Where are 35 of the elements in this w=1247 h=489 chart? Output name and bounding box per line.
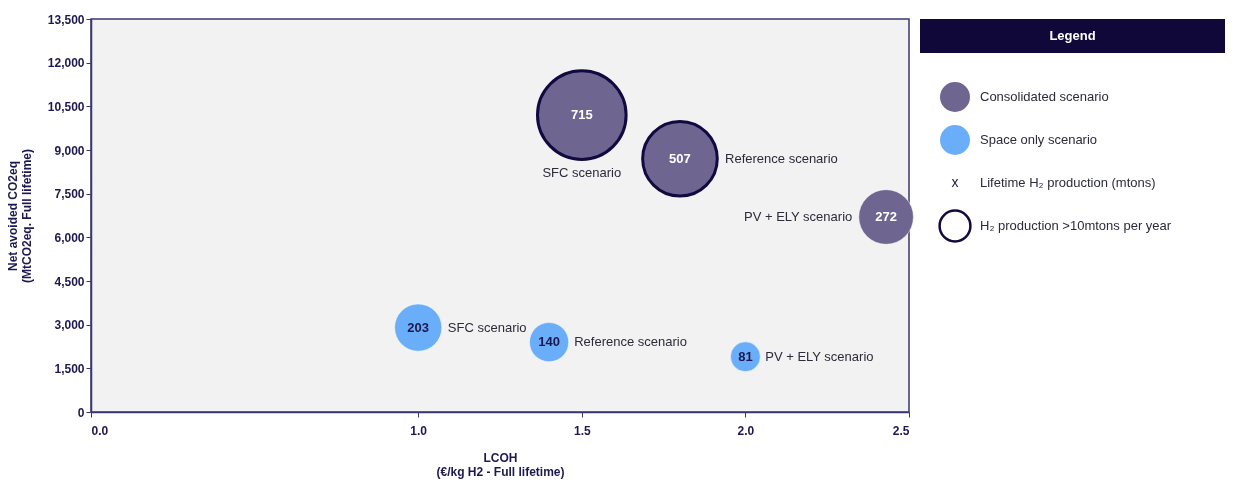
annotation: Reference scenario bbox=[574, 334, 687, 350]
y-tick-label: 12,000 bbox=[47, 56, 85, 71]
y-tick-label: 10,500 bbox=[47, 99, 85, 114]
annotation: SFC scenario bbox=[542, 165, 622, 181]
y-tick-label: 6,000 bbox=[54, 230, 85, 245]
annotation: PV + ELY scenario bbox=[743, 208, 853, 224]
data-label: 715 bbox=[570, 107, 593, 123]
data-label: 140 bbox=[538, 334, 560, 350]
x-tick-label: 2.5 bbox=[892, 423, 910, 438]
annotation: PV + ELY scenario bbox=[765, 348, 874, 364]
data-label: 203 bbox=[407, 319, 430, 335]
legend-label: H₂ production >10mtons per year bbox=[980, 218, 1172, 233]
legend-label: Space only scenario bbox=[980, 132, 1098, 147]
data-label: 81 bbox=[738, 348, 753, 364]
x-tick-label: 1.5 bbox=[573, 423, 591, 438]
y-tick-label: 0 bbox=[77, 405, 85, 420]
y-tick-label: 13,500 bbox=[47, 12, 85, 27]
x-tick-label: 1.0 bbox=[410, 423, 428, 438]
y-tick-label: 4,500 bbox=[54, 274, 85, 289]
text: x bbox=[951, 174, 959, 190]
legend-label: Consolidated scenario bbox=[980, 89, 1109, 104]
data-label: 272 bbox=[875, 208, 897, 224]
annotation: Reference scenario bbox=[725, 150, 838, 166]
y-tick-label: 9,000 bbox=[54, 143, 85, 158]
text: Lifetime H₂ production (mtons) bbox=[980, 175, 1156, 190]
x-tick-label: 0.0 bbox=[91, 423, 109, 438]
y-tick-label: 7,500 bbox=[54, 187, 85, 202]
data-label: 507 bbox=[669, 150, 691, 166]
x-tick-label: 2.0 bbox=[737, 423, 755, 438]
y-axis-title: Net avoided CO2eq (MtCO2eq. Full lifetime) bbox=[5, 148, 34, 284]
x-axis-title: LCOH (€/kg H2 - Full lifetime) bbox=[436, 450, 565, 479]
annotation: SFC scenario bbox=[447, 319, 527, 335]
legend-title: Legend bbox=[1049, 28, 1096, 43]
y-tick-label: 3,000 bbox=[54, 318, 85, 333]
y-tick-label: 1,500 bbox=[54, 361, 85, 376]
